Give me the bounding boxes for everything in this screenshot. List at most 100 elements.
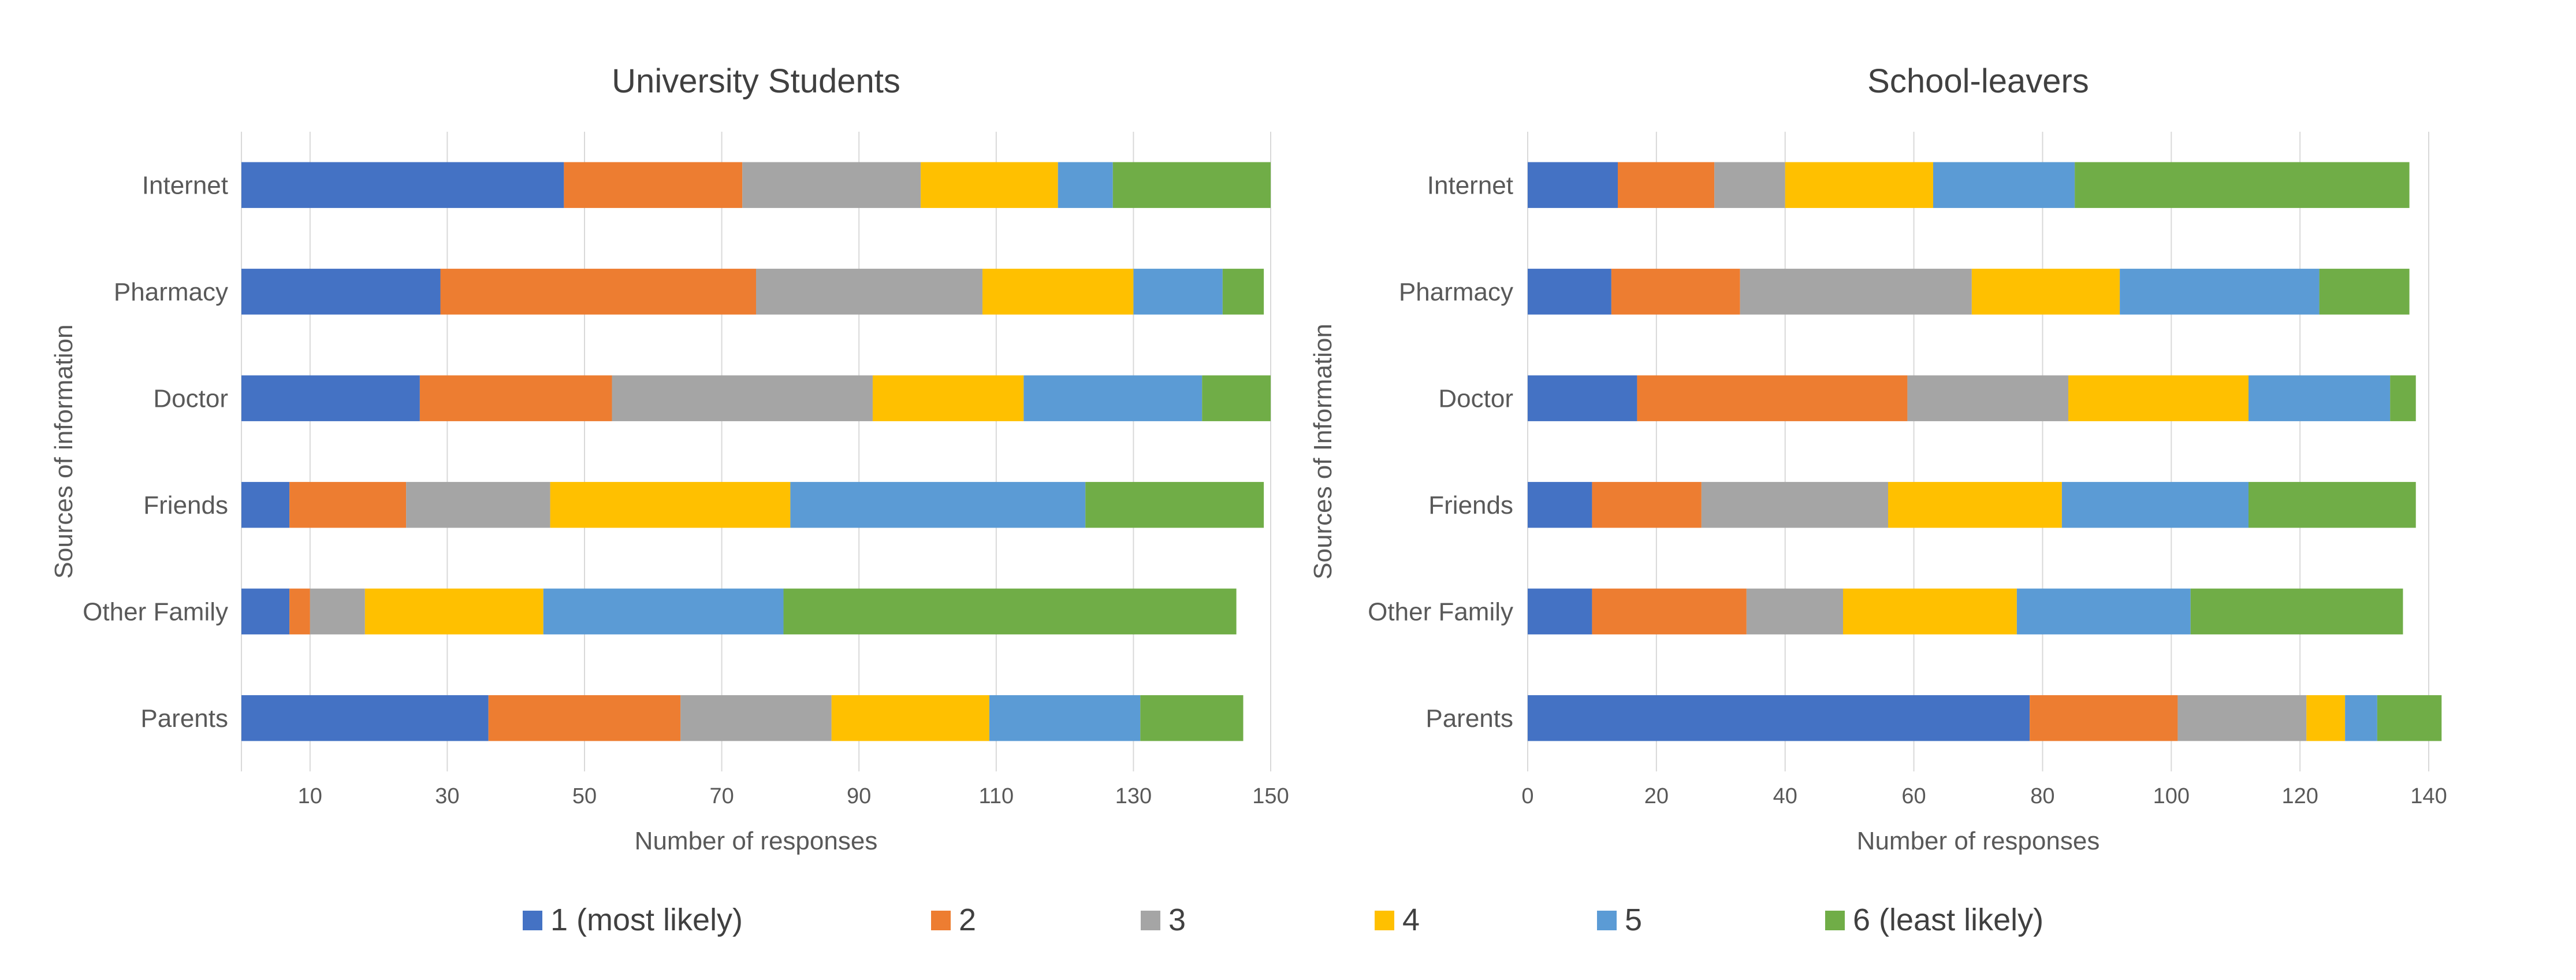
bar-segment [241, 375, 420, 421]
legend-swatch [1597, 911, 1617, 930]
bar-segment [1085, 482, 1264, 528]
x-axis-label: Number of responses [635, 827, 878, 855]
x-tick-label: 90 [847, 784, 871, 808]
category-label: Parents [140, 704, 228, 733]
bar-segment [1222, 269, 1264, 315]
bar-segment [1637, 375, 1908, 421]
bar-segment [989, 695, 1141, 741]
bar-segment [1843, 588, 2017, 634]
bar-segment [783, 588, 1237, 634]
bar-segment [241, 162, 564, 208]
bar-segment [1528, 269, 1611, 315]
category-label: Other Family [1368, 597, 1513, 626]
bar-segment [1058, 162, 1113, 208]
bar-segment [1746, 588, 1843, 634]
bar-segment [831, 695, 989, 741]
bar-segment [742, 162, 921, 208]
bar-segment [680, 695, 832, 741]
bar-segment [406, 482, 550, 528]
category-label: Other Family [83, 597, 228, 626]
bar-segment [1112, 162, 1271, 208]
category-label: Internet [142, 171, 228, 199]
x-axis-label: Number of responses [1857, 827, 2100, 855]
bar-segment [2016, 588, 2191, 634]
bar-segment [241, 482, 290, 528]
bar-segment [1528, 482, 1592, 528]
legend-item: 1 (most likely) [523, 903, 743, 937]
x-tick-label: 0 [1521, 784, 1533, 808]
x-tick-label: 80 [2030, 784, 2054, 808]
legend-item: 6 (least likely) [1825, 903, 2043, 937]
bar-segment [2120, 269, 2320, 315]
x-tick-label: 40 [1773, 784, 1797, 808]
bar-segment [872, 375, 1024, 421]
legend-label: 2 [959, 903, 976, 937]
chart-title: University Students [612, 62, 900, 100]
category-label: Pharmacy [114, 278, 228, 306]
bar-segment [2177, 695, 2307, 741]
x-tick-label: 30 [435, 784, 459, 808]
legend-swatch [1141, 911, 1160, 930]
bar-segment [289, 482, 407, 528]
bar-segment [1971, 269, 2120, 315]
x-tick-label: 50 [572, 784, 597, 808]
bar-segment [2190, 588, 2403, 634]
x-tick-label: 100 [2153, 784, 2190, 808]
bar-segment [2061, 482, 2249, 528]
category-label: Doctor [153, 384, 228, 413]
legend-label: 1 (most likely) [550, 903, 743, 937]
category-label: Doctor [1438, 384, 1513, 413]
chart-title: School-leavers [1867, 62, 2089, 100]
gridlines [241, 132, 1271, 771]
category-label: Internet [1427, 171, 1513, 199]
bar-segment [921, 162, 1058, 208]
category-label: Friends [143, 491, 228, 519]
bar-segment [241, 695, 489, 741]
bar-segment [982, 269, 1134, 315]
y-axis-label: Sources of Information [1309, 324, 1337, 580]
bar-segment [2319, 269, 2410, 315]
legend: 1 (most likely) 2 3 4 5 6 (least likely) [523, 903, 2043, 937]
bar-segment [2345, 695, 2377, 741]
bar-segment [1133, 269, 1223, 315]
bar-segment [419, 375, 612, 421]
x-tick-label: 140 [2410, 784, 2447, 808]
bar-segment [1528, 588, 1592, 634]
category-label: Friends [1428, 491, 1513, 519]
bar-segment [241, 588, 290, 634]
bar-segment [612, 375, 873, 421]
x-tick-label: 120 [2281, 784, 2318, 808]
legend-label: 6 (least likely) [1853, 903, 2043, 937]
legend-item: 2 [931, 903, 976, 937]
bar-segment [543, 588, 784, 634]
legend-item: 5 [1597, 903, 1642, 937]
bar-segment [488, 695, 681, 741]
legend-swatch [1825, 911, 1845, 930]
x-tick-label: 110 [979, 784, 1014, 808]
bar-segment [2249, 482, 2416, 528]
bar-segment [2377, 695, 2442, 741]
bar-segment [2030, 695, 2178, 741]
bar-segment [756, 269, 983, 315]
x-tick-label: 10 [298, 784, 322, 808]
chart-2: School-leavers 0 20 40 60 80 100 120 140 Internet… [1309, 62, 2447, 855]
legend-label: 5 [1625, 903, 1642, 937]
bar-segment [310, 588, 365, 634]
legend-item: 4 [1375, 903, 1420, 937]
bar-segment [2068, 375, 2249, 421]
bar-segment [1907, 375, 2068, 421]
bar-segment [1785, 162, 1933, 208]
bar-segment [440, 269, 756, 315]
bar-segment [550, 482, 791, 528]
bar-segment [1618, 162, 1715, 208]
bar-segment [1592, 588, 1747, 634]
x-tick-label: 20 [1644, 784, 1669, 808]
x-tick-label: 130 [1115, 784, 1152, 808]
chart-1: University Students 10 30 50 70 90 110 130 150 In… [50, 62, 1289, 855]
legend-label: 3 [1168, 903, 1186, 937]
legend-swatch [1375, 911, 1394, 930]
bar-segment [1933, 162, 2075, 208]
x-tick-label: 150 [1252, 784, 1289, 808]
bar-segment [289, 588, 310, 634]
